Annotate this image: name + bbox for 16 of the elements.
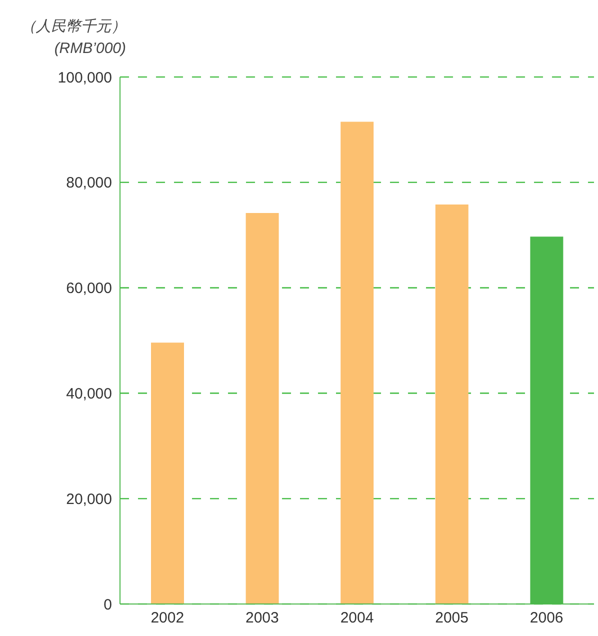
x-tick-label: 2006 — [530, 610, 564, 627]
y-tick-label: 100,000 — [58, 69, 112, 86]
y-tick-label: 40,000 — [66, 386, 112, 403]
bar — [435, 204, 468, 604]
bar — [340, 122, 374, 604]
x-tick-label: 2003 — [246, 610, 279, 627]
y-axis-title: （人民幣千元） (RMB’000) — [20, 17, 126, 59]
x-tick-label: 2002 — [150, 610, 184, 627]
y-tick-label: 20,000 — [66, 490, 112, 508]
y-tick-label: 60,000 — [66, 280, 112, 298]
bar — [151, 342, 184, 604]
y-tick-label: 80,000 — [66, 174, 112, 192]
x-tick-label: 2004 — [340, 610, 374, 627]
y-tick-label: 0 — [104, 596, 112, 614]
bar — [246, 212, 279, 604]
x-tick-label: 2005 — [435, 610, 468, 627]
